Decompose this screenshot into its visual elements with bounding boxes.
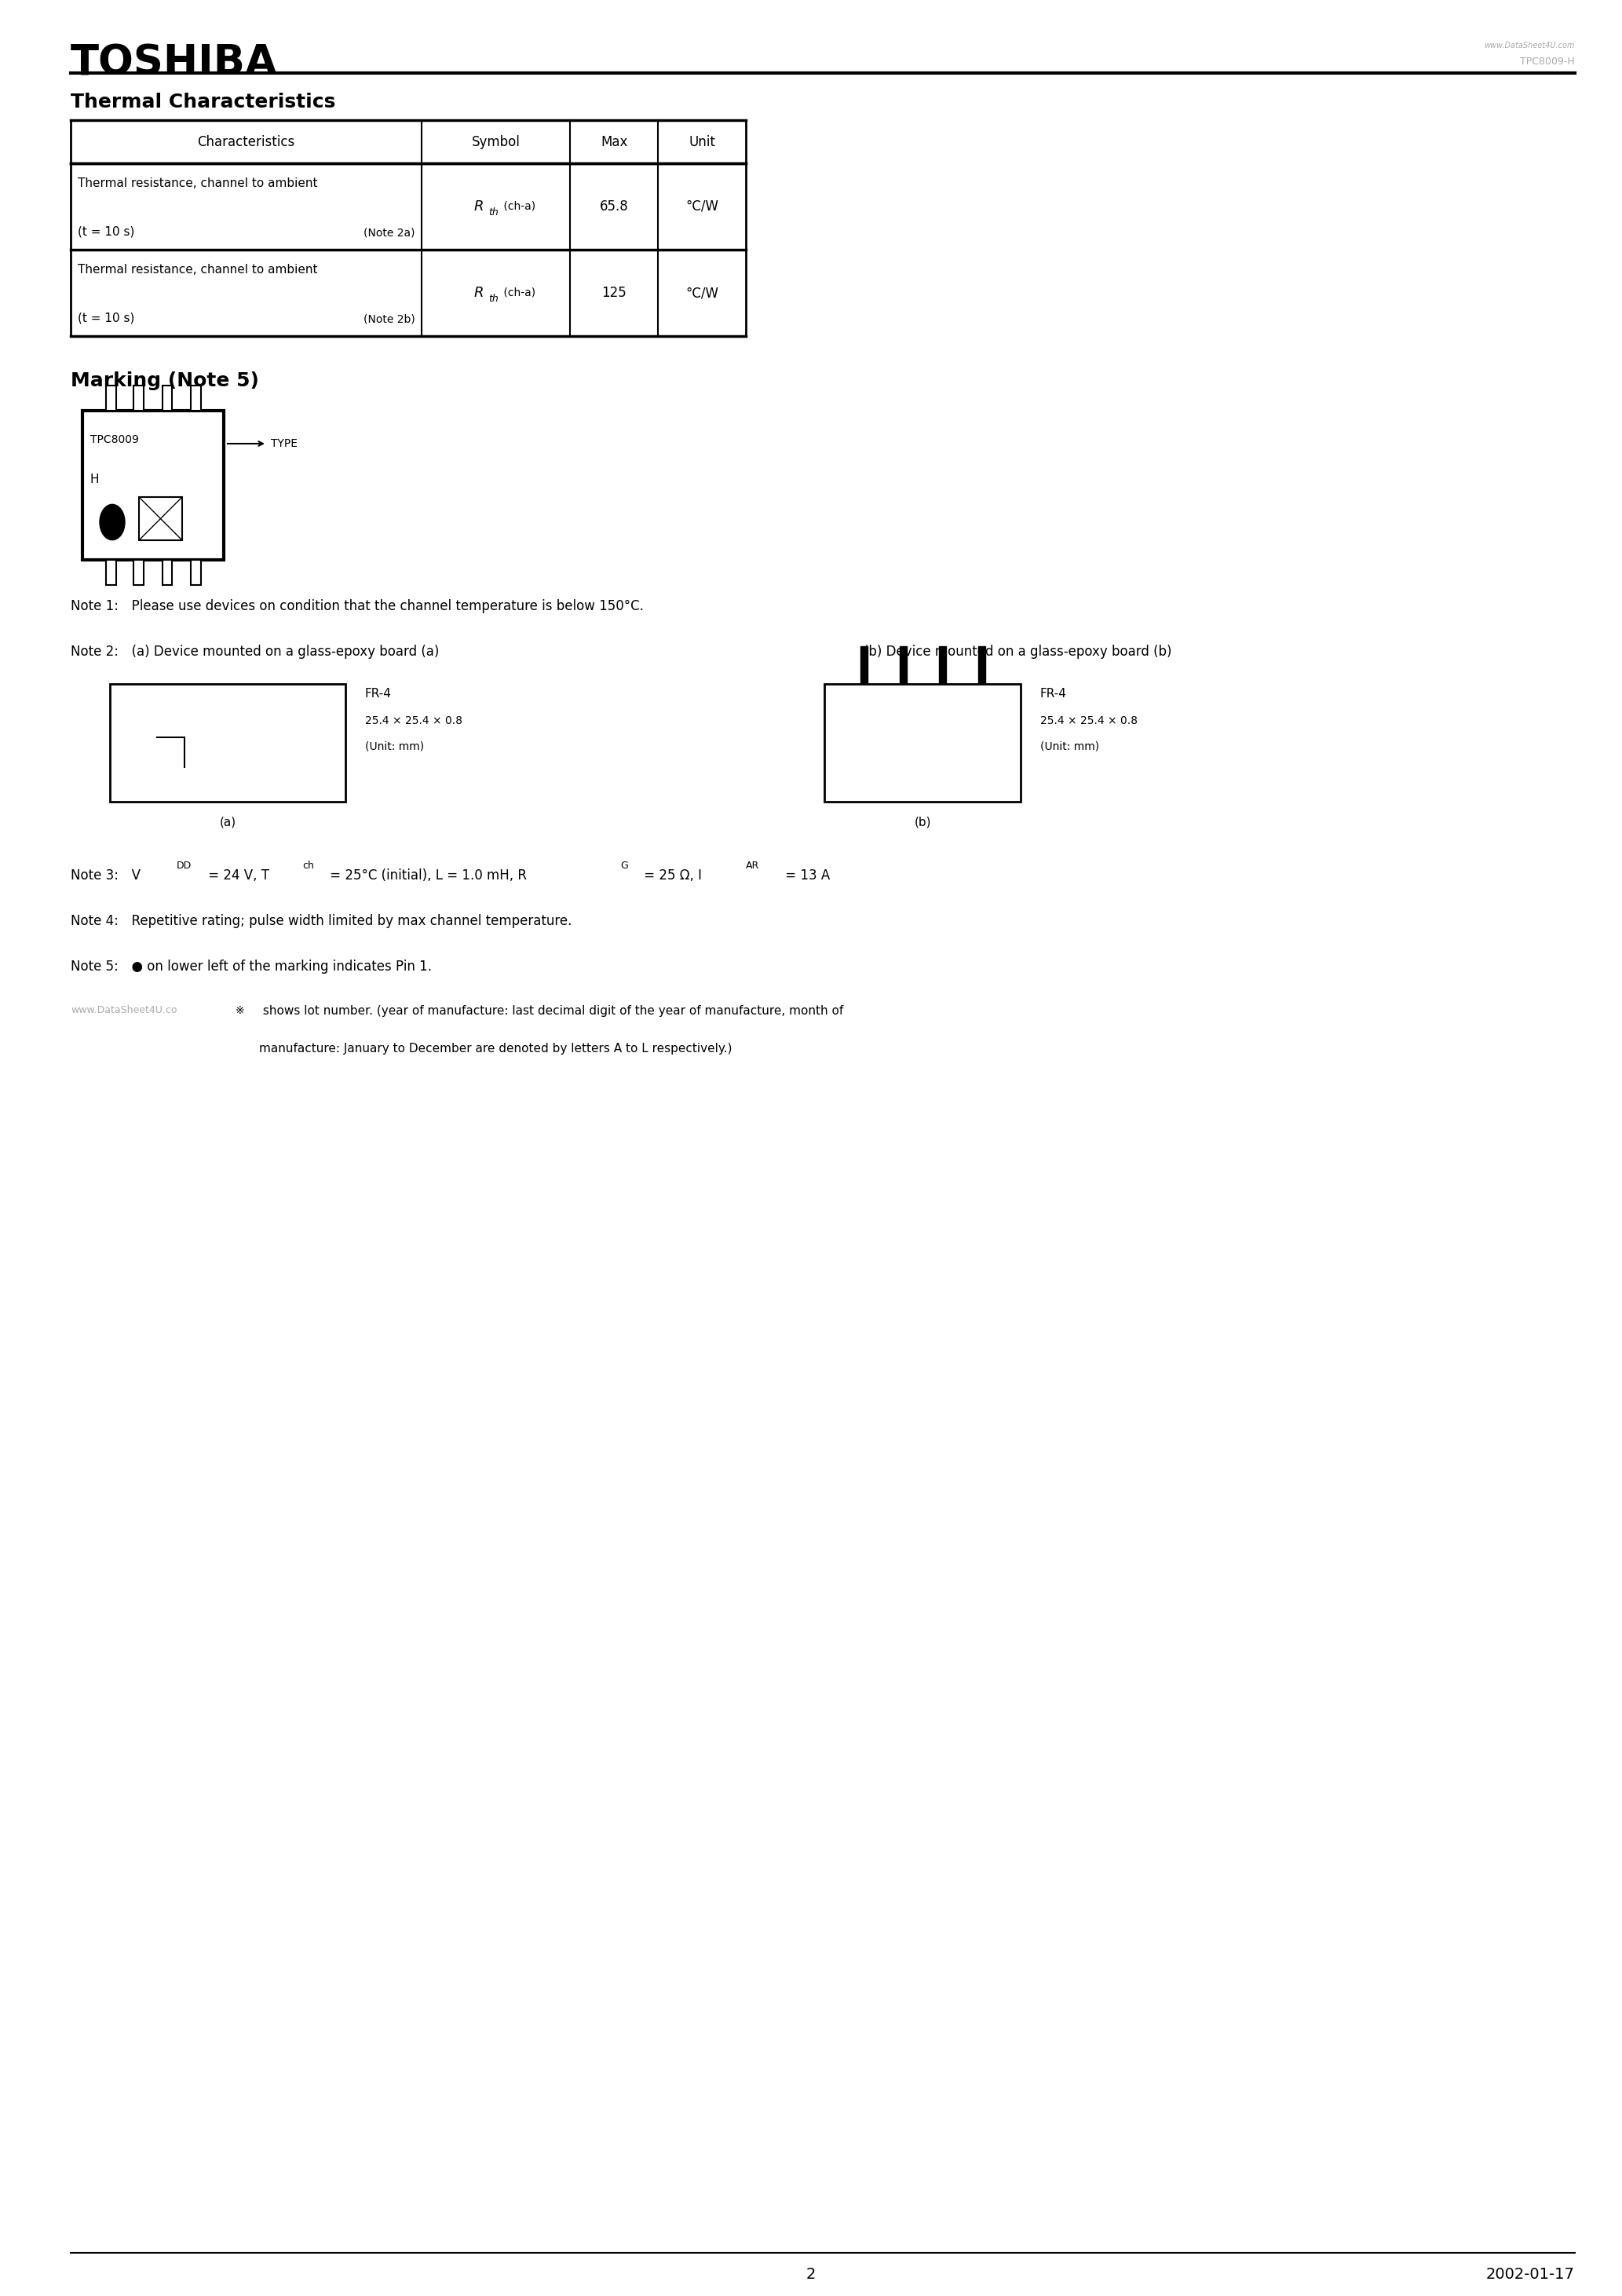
FancyBboxPatch shape: [162, 560, 172, 585]
Text: ※: ※: [235, 1006, 245, 1017]
FancyBboxPatch shape: [71, 119, 746, 163]
Text: TPC8009-H: TPC8009-H: [1520, 57, 1575, 67]
Text: = 25°C (initial), L = 1.0 mH, R: = 25°C (initial), L = 1.0 mH, R: [326, 868, 527, 882]
Text: 25.4 × 25.4 × 0.8: 25.4 × 25.4 × 0.8: [365, 716, 462, 726]
Text: (b) Device mounted on a glass-epoxy board (b): (b) Device mounted on a glass-epoxy boar…: [863, 645, 1171, 659]
Text: = 13 A: = 13 A: [782, 868, 830, 882]
FancyBboxPatch shape: [105, 560, 115, 585]
Text: = 24 V, T: = 24 V, T: [204, 868, 269, 882]
Text: R: R: [474, 200, 483, 214]
Text: FR-4: FR-4: [365, 689, 391, 700]
Text: (a): (a): [219, 815, 235, 827]
FancyBboxPatch shape: [899, 645, 907, 684]
Text: 2: 2: [806, 2266, 816, 2282]
Text: (ch-a): (ch-a): [500, 287, 535, 298]
Text: 65.8: 65.8: [600, 200, 629, 214]
FancyBboxPatch shape: [110, 684, 345, 801]
Text: (Unit: mm): (Unit: mm): [1040, 742, 1100, 751]
Text: °C/W: °C/W: [686, 285, 719, 301]
Text: shows lot number. (year of manufacture: last decimal digit of the year of manufa: shows lot number. (year of manufacture: …: [260, 1006, 843, 1017]
Text: ch: ch: [302, 861, 315, 870]
Text: (b): (b): [915, 815, 931, 827]
FancyBboxPatch shape: [105, 386, 115, 411]
Text: Thermal resistance, channel to ambient: Thermal resistance, channel to ambient: [78, 264, 318, 276]
FancyBboxPatch shape: [978, 645, 985, 684]
Circle shape: [99, 505, 125, 540]
Text: AR: AR: [746, 861, 759, 870]
Text: R: R: [474, 285, 483, 301]
FancyBboxPatch shape: [83, 411, 224, 560]
FancyBboxPatch shape: [860, 645, 868, 684]
Text: th: th: [488, 294, 498, 305]
Text: 25.4 × 25.4 × 0.8: 25.4 × 25.4 × 0.8: [1040, 716, 1137, 726]
Text: Marking (Note 5): Marking (Note 5): [71, 372, 260, 390]
Text: Characteristics: Characteristics: [198, 135, 295, 149]
Text: Note 2: (a) Device mounted on a glass-epoxy board (a): Note 2: (a) Device mounted on a glass-ep…: [71, 645, 440, 659]
Text: Symbol: Symbol: [472, 135, 521, 149]
Text: FR-4: FR-4: [1040, 689, 1067, 700]
Text: th: th: [488, 207, 498, 218]
FancyBboxPatch shape: [71, 119, 746, 335]
Text: manufacture: January to December are denoted by letters A to L respectively.): manufacture: January to December are den…: [260, 1042, 732, 1054]
Text: Max: Max: [600, 135, 628, 149]
Text: (t = 10 s): (t = 10 s): [78, 312, 135, 324]
FancyBboxPatch shape: [135, 560, 144, 585]
FancyBboxPatch shape: [824, 684, 1020, 801]
Text: Note 4: Repetitive rating; pulse width limited by max channel temperature.: Note 4: Repetitive rating; pulse width l…: [71, 914, 573, 928]
Text: (t = 10 s): (t = 10 s): [78, 225, 135, 239]
Text: = 25 Ω, I: = 25 Ω, I: [639, 868, 702, 882]
Text: (Note 2a): (Note 2a): [363, 227, 415, 239]
Text: Note 5: ● on lower left of the marking indicates Pin 1.: Note 5: ● on lower left of the marking i…: [71, 960, 431, 974]
Text: (Note 2b): (Note 2b): [363, 312, 415, 324]
Text: Note 1: Please use devices on condition that the channel temperature is below 15: Note 1: Please use devices on condition …: [71, 599, 644, 613]
Text: www.DataSheet4U.com: www.DataSheet4U.com: [1484, 41, 1575, 51]
FancyBboxPatch shape: [190, 386, 201, 411]
Text: Note 3: V: Note 3: V: [71, 868, 141, 882]
Text: H: H: [91, 473, 99, 484]
Text: (ch-a): (ch-a): [500, 202, 535, 211]
Text: TYPE: TYPE: [271, 439, 297, 450]
Text: www.DataSheet4U.co: www.DataSheet4U.co: [71, 1006, 177, 1015]
Text: TOSHIBA: TOSHIBA: [71, 44, 277, 85]
Text: G: G: [620, 861, 628, 870]
FancyBboxPatch shape: [939, 645, 946, 684]
Text: 125: 125: [602, 285, 626, 301]
Text: (Unit: mm): (Unit: mm): [365, 742, 423, 751]
Text: TPC8009: TPC8009: [91, 434, 139, 445]
Text: Thermal Characteristics: Thermal Characteristics: [71, 92, 336, 113]
Text: °C/W: °C/W: [686, 200, 719, 214]
Text: Unit: Unit: [689, 135, 715, 149]
FancyBboxPatch shape: [139, 496, 182, 540]
FancyBboxPatch shape: [190, 560, 201, 585]
Text: Thermal resistance, channel to ambient: Thermal resistance, channel to ambient: [78, 177, 318, 188]
Text: 2002-01-17: 2002-01-17: [1486, 2266, 1575, 2282]
FancyBboxPatch shape: [135, 386, 144, 411]
FancyBboxPatch shape: [162, 386, 172, 411]
Text: DD: DD: [177, 861, 191, 870]
